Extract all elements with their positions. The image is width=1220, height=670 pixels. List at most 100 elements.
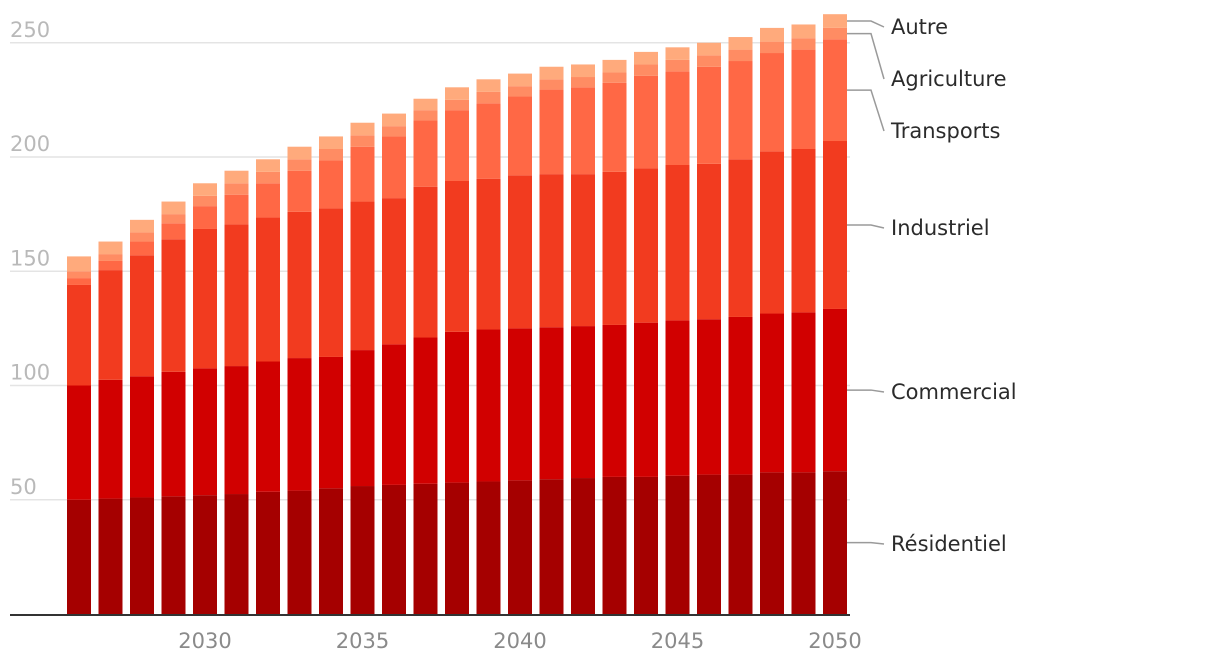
bar-2041-commercial [539, 327, 564, 480]
bar-2047-industriel [728, 159, 753, 317]
bar-2044-commercial [634, 322, 658, 477]
y-tick-label: 150 [10, 246, 50, 270]
bar-2040-commercial [508, 328, 532, 481]
y-tick-label: 50 [10, 475, 37, 499]
bar-2044-industriel [634, 168, 658, 323]
bar-2049-industriel [791, 149, 816, 313]
bar-2035-commercial [350, 350, 375, 487]
bar-2039-agriculture [476, 91, 501, 104]
bar-2039-transports [476, 103, 501, 179]
bar-2027-résidentiel [98, 498, 123, 614]
leader-line-agriculture [847, 32, 885, 80]
bar-2026-transports [67, 278, 91, 285]
bar-2042-résidentiel [571, 478, 595, 614]
bar-2048-commercial [760, 313, 784, 473]
bar-2027-industriel [98, 270, 123, 380]
bar-2038-industriel [445, 180, 469, 332]
bar-2028-autre [130, 219, 154, 233]
bar-2043-commercial [602, 324, 627, 477]
bar-2044-agriculture [634, 64, 658, 76]
bar-2029-commercial [161, 371, 186, 497]
bar-2034-industriel [319, 208, 343, 357]
bar-2034-transports [319, 160, 343, 209]
bar-2028-industriel [130, 255, 154, 377]
bar-2046-agriculture [697, 55, 721, 67]
bar-2050-transports [823, 39, 847, 142]
bar-2046-résidentiel [697, 474, 721, 614]
bar-2048-industriel [760, 151, 784, 314]
bar-2035-transports [350, 146, 375, 202]
bar-2050-agriculture [823, 27, 847, 40]
bar-2031-transports [224, 194, 249, 225]
legend-label-commercial: Commercial [891, 380, 1017, 404]
bar-2034-autre [319, 136, 343, 150]
bar-2049-résidentiel [791, 472, 816, 614]
bar-2048-agriculture [760, 41, 784, 54]
bar-2035-industriel [350, 201, 375, 351]
bar-2026-autre [67, 256, 91, 272]
bar-2047-autre [728, 37, 753, 50]
bar-2033-agriculture [287, 159, 312, 171]
bar-2042-commercial [571, 326, 595, 479]
bar-2039-résidentiel [476, 481, 501, 614]
bar-2030-autre [193, 183, 217, 196]
legend-label-agriculture: Agriculture [891, 67, 1007, 91]
bar-2034-résidentiel [319, 488, 343, 614]
bar-2032-agriculture [256, 171, 280, 184]
bar-2037-industriel [413, 186, 438, 338]
leader-line-commercial [847, 389, 885, 393]
bar-2029-transports [161, 223, 186, 240]
bar-2044-autre [634, 51, 658, 65]
bar-2047-commercial [728, 316, 753, 475]
bar-2046-industriel [697, 163, 721, 320]
bar-2043-résidentiel [602, 476, 627, 614]
bar-2036-transports [382, 136, 406, 199]
bar-2046-transports [697, 66, 721, 164]
bar-2041-transports [539, 89, 564, 175]
bar-2041-résidentiel [539, 479, 564, 614]
bar-2031-industriel [224, 224, 249, 367]
x-tick-label: 2030 [178, 629, 231, 653]
bar-2042-industriel [571, 174, 595, 327]
bar-2031-agriculture [224, 183, 249, 195]
bar-2045-résidentiel [665, 475, 690, 614]
leader-line-autre [847, 20, 885, 28]
bar-2041-agriculture [539, 79, 564, 90]
bar-2029-industriel [161, 239, 186, 372]
bar-2045-commercial [665, 320, 690, 476]
y-axis-ticks: 50 100 150 200 250 [10, 18, 50, 499]
bar-2033-industriel [287, 211, 312, 359]
legend-label-industriel: Industriel [891, 216, 990, 240]
bar-2030-résidentiel [193, 495, 217, 614]
bar-2035-autre [350, 122, 375, 136]
bar-2048-autre [760, 27, 784, 42]
bar-2030-transports [193, 206, 217, 229]
bar-2029-résidentiel [161, 496, 186, 614]
bar-2032-autre [256, 159, 280, 172]
bar-2027-transports [98, 260, 123, 271]
x-tick-label: 2045 [651, 629, 704, 653]
bar-2031-autre [224, 170, 249, 184]
bar-2042-autre [571, 64, 595, 78]
bar-2026-résidentiel [67, 499, 91, 614]
bar-2036-autre [382, 113, 406, 127]
bar-2031-résidentiel [224, 494, 249, 614]
bar-2041-industriel [539, 174, 564, 328]
bar-2042-agriculture [571, 77, 595, 88]
bar-2032-commercial [256, 361, 280, 492]
bar-2037-agriculture [413, 110, 438, 121]
y-tick-label: 200 [10, 132, 50, 156]
bar-2049-commercial [791, 312, 816, 473]
x-axis-ticks: 2030 2035 2040 2045 2050 [178, 629, 861, 653]
bar-2038-agriculture [445, 99, 469, 111]
bar-2030-agriculture [193, 195, 217, 207]
bars [67, 14, 847, 614]
bar-2029-autre [161, 201, 186, 215]
x-tick-label: 2050 [808, 629, 861, 653]
bar-2035-résidentiel [350, 486, 375, 614]
bar-2028-agriculture [130, 232, 154, 242]
bar-2038-transports [445, 110, 469, 181]
bar-2035-agriculture [350, 135, 375, 147]
